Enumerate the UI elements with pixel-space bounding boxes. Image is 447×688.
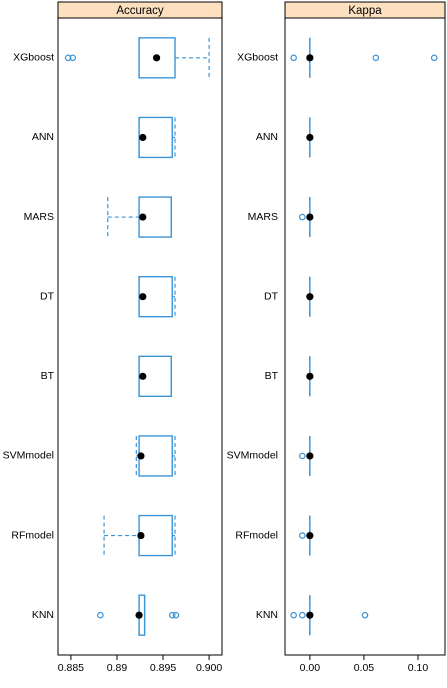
x-tick-label: 0.895 [150, 662, 176, 674]
outlier [69, 54, 77, 62]
median [137, 531, 145, 540]
category-label: RFmodel [235, 529, 278, 541]
median [139, 372, 147, 380]
outlier [290, 54, 297, 62]
panel [57, 17, 223, 656]
panel-title: Accuracy [116, 5, 164, 17]
median [306, 611, 314, 619]
category-label: MARS [248, 211, 278, 223]
panel-title: Kappa [348, 5, 382, 17]
outlier [298, 452, 306, 460]
panel [284, 17, 446, 656]
median [152, 54, 161, 62]
category-label: RFmodel [11, 529, 54, 541]
category-label: SVMmodel [3, 450, 54, 462]
outlier [97, 611, 104, 619]
category-label: BT [41, 370, 55, 382]
category-label: KNN [256, 609, 278, 621]
outlier [361, 611, 369, 619]
x-tick-label: 0.10 [408, 662, 429, 674]
x-tick-label: 0.05 [354, 662, 375, 674]
median [306, 531, 314, 540]
outlier [372, 54, 380, 62]
category-label: XGboost [237, 52, 278, 64]
outlier [298, 213, 306, 221]
box [138, 37, 176, 79]
median [139, 133, 147, 142]
median [139, 213, 147, 221]
outlier [172, 611, 180, 619]
box [138, 196, 173, 238]
outlier [64, 54, 72, 62]
median [306, 213, 314, 221]
box [138, 116, 173, 159]
outlier [298, 611, 306, 619]
box [138, 514, 173, 557]
median [135, 611, 143, 619]
category-label: XGboost [13, 52, 54, 64]
category-label: KNN [32, 609, 54, 621]
category-label: ANN [32, 131, 54, 143]
x-tick-label: 0.885 [58, 662, 84, 674]
outlier [430, 54, 438, 62]
category-label: DT [264, 290, 279, 302]
x-tick-label: 0.00 [300, 662, 321, 674]
x-tick-label: 0.900 [196, 662, 222, 674]
box [138, 355, 173, 398]
x-tick-label: 0.89 [107, 662, 128, 674]
box [138, 594, 146, 636]
category-label: BT [265, 370, 279, 382]
median [306, 452, 314, 460]
outlier [298, 532, 306, 539]
outlier [168, 611, 176, 619]
box [138, 275, 173, 318]
median [306, 133, 314, 142]
median [306, 372, 314, 380]
median [137, 452, 145, 460]
box [138, 435, 173, 477]
median [306, 54, 314, 62]
category-label: MARS [24, 211, 54, 223]
outlier [290, 611, 297, 619]
category-label: DT [40, 290, 55, 302]
median [306, 293, 314, 301]
category-label: ANN [256, 131, 278, 143]
median [139, 293, 147, 301]
category-label: SVMmodel [227, 450, 278, 462]
